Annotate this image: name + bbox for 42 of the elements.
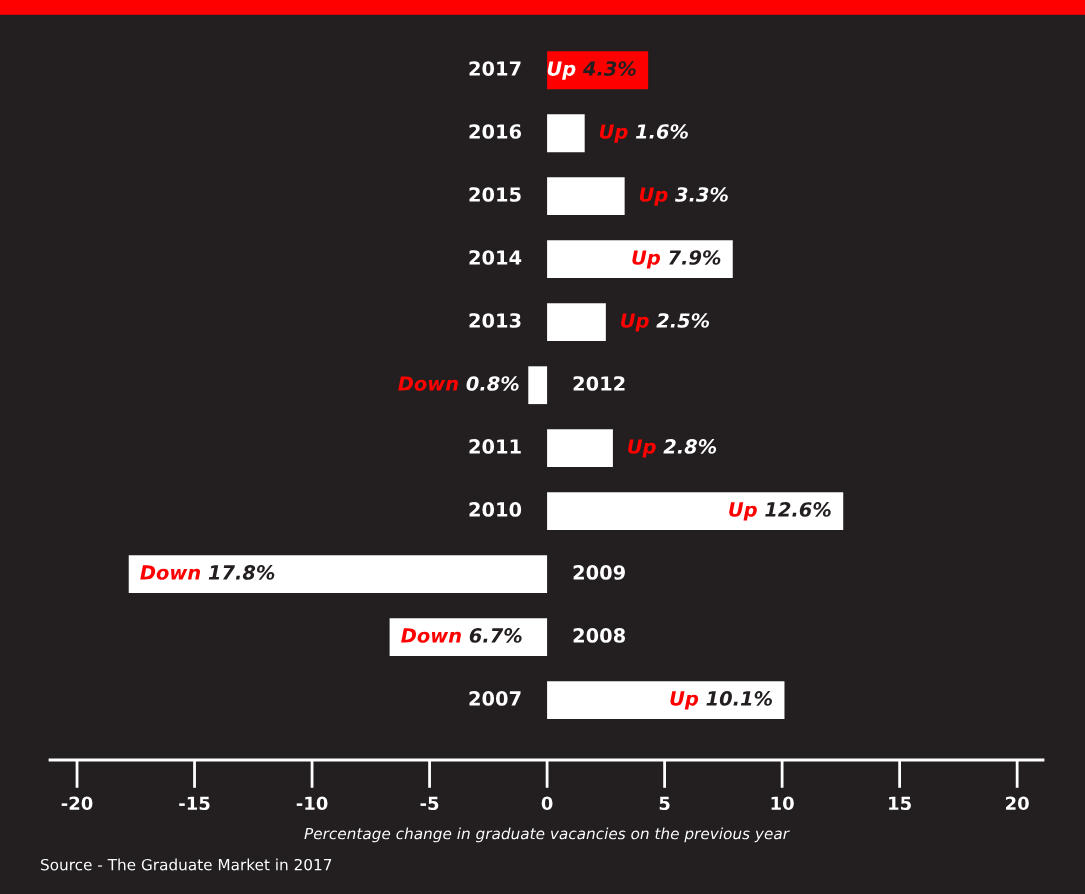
y-tick-label: 2013 [469,313,521,328]
y-tick-label: 2016 [469,124,522,139]
y-tick-label: 2014 [469,250,522,265]
x-tick-label: 10 [771,796,794,811]
x-tick-label: 15 [889,796,911,811]
bar [547,177,625,216]
bar [547,303,606,342]
data-label: Up 12.6% [729,502,831,521]
y-tick-label: 2011 [469,439,521,454]
bar [547,429,613,468]
y-tick-label: 2007 [469,691,521,706]
x-tick-label: -15 [179,796,210,811]
data-label: Down 6.7% [401,628,522,643]
bar [547,681,785,720]
x-tick-label: 0 [541,796,553,811]
bar [547,114,585,153]
bar [547,240,733,279]
y-tick-label: 2010 [469,502,522,517]
x-tick-label: -10 [296,796,328,811]
x-tick-label: 20 [1006,796,1029,811]
data-label: Up 2.5% [621,313,710,332]
bar [528,366,548,405]
data-label: Up 4.3% [547,61,636,80]
y-tick-label: 2015 [469,187,521,202]
data-label: Up 7.9% [632,250,721,269]
bar [547,492,844,531]
data-label: Up 1.6% [599,124,688,143]
data-label: Down 17.8% [140,565,275,580]
data-label: Down 0.8% [398,376,519,391]
data-label: Up 3.3% [639,187,728,206]
data-label: Up 2.8% [628,439,717,458]
x-tick-label: -20 [61,796,93,811]
y-tick-label: 2017 [469,61,521,76]
bar [128,555,548,594]
y-tick-label: 2008 [573,628,625,643]
x-axis-title: Percentage change in graduate vacancies on the previous year [304,827,790,843]
x-tick-label: -5 [420,796,439,811]
y-tick-label: 2012 [573,376,625,391]
y-tick-label: 2009 [573,565,625,580]
source-note: Source - The Graduate Market in 2017 [41,858,332,871]
x-tick-label: 5 [659,796,670,811]
data-label: Up 10.1% [670,691,772,710]
